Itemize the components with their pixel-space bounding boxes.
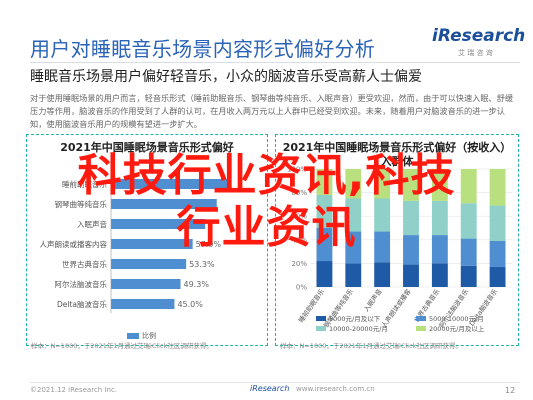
stacked-bar-segment <box>345 198 362 232</box>
stacked-bar-segment <box>374 169 391 199</box>
logo-wordmark: iResearch <box>432 26 526 46</box>
page-title: 用户对睡眠音乐场景内容形式偏好分析 <box>30 37 376 61</box>
bar-value-label: 45.0% <box>177 300 203 309</box>
bar <box>111 199 217 209</box>
bar-value-label: 49.3% <box>184 280 210 289</box>
stacked-bar-segment <box>374 262 391 287</box>
stacked-bar-segment <box>316 228 333 262</box>
bar-category-label: 钢琴曲等纯音乐 <box>55 199 108 209</box>
watermark-line-2: 行业资讯 <box>176 202 357 253</box>
logo-subtitle: 艾 瑞 咨 询 <box>458 49 493 57</box>
stacked-bar-segment <box>489 169 506 206</box>
stacked-bar-segment <box>431 235 448 264</box>
stacked-bar-segment <box>403 200 419 236</box>
left-chart-panel: 2021年中国睡眠场景音乐形式偏好 睡前助眠音乐 钢琴曲等纯音乐入眠声音人声朗读或… <box>26 134 268 350</box>
x-category-label: 人声朗读或播客 <box>379 287 413 330</box>
footer-logo-text: iResearch <box>250 384 290 393</box>
iresearch-logo: iResearch 艾 瑞 咨 询 <box>432 26 525 66</box>
bar <box>111 299 175 309</box>
stacked-bar-segment <box>431 200 448 236</box>
stacked-bar-segment <box>489 240 506 267</box>
bar-category-label: 阿尔法脑波音乐 <box>55 279 108 289</box>
right-chart-panel: 2021年中国睡眠场景音乐形式偏好（按收入） 入群体 0% 20% 40% 60% 80… <box>275 134 519 350</box>
legend-label: 5000-10000元/月 <box>429 315 484 323</box>
header-divider <box>30 62 520 63</box>
footer-logo: iResearch www.iresearch.com.cn <box>250 384 375 393</box>
stacked-bar-segment <box>345 263 362 287</box>
left-chart-legend: 比例 <box>127 331 156 341</box>
legend-label: 10000-20000元/月 <box>329 325 388 333</box>
bar <box>111 179 230 189</box>
stacked-bar-segment <box>316 261 333 287</box>
stacked-bar-segment <box>374 231 391 263</box>
legend-label: 5000元/月及以下 <box>329 315 381 323</box>
y-tick-label: 80% <box>291 189 307 197</box>
footer-url: www.iresearch.com.cn <box>296 385 375 393</box>
page-subtitle: 睡眠音乐场景用户偏好轻音乐，小众的脑波音乐受高薪人士偏爱 <box>30 69 422 85</box>
footer-divider <box>30 382 520 383</box>
legend-label: 比例 <box>142 332 156 340</box>
stacked-bar-segment <box>460 203 477 239</box>
stacked-bar-segment <box>431 169 448 201</box>
right-chart-title: 2021年中国睡眠场景音乐形式偏好（按收入） <box>282 141 512 154</box>
stacked-bar-segment <box>374 198 391 232</box>
x-category-label: 入眠声音 <box>361 287 384 314</box>
stacked-bar-segment <box>403 169 419 201</box>
stacked-bar-segment <box>460 265 477 287</box>
y-tick-label: 100% <box>287 166 307 174</box>
left-chart-note: 样本：N=1000，于2021年1月通过艾瑞iClick社区调研获得。 <box>31 342 213 350</box>
right-chart-title-line2: 入群体 <box>380 155 414 168</box>
bar <box>111 279 181 289</box>
legend-swatch <box>316 316 326 321</box>
bar-category-label: 入眠声音 <box>77 219 107 229</box>
stacked-bar-segment <box>431 263 448 287</box>
legend-swatch <box>127 333 139 339</box>
bar-value-label: 57.9% <box>196 240 222 249</box>
bar-value-label: 53.3% <box>189 260 215 269</box>
bar <box>111 239 193 249</box>
stacked-bar-segment <box>460 238 477 266</box>
legend-swatch <box>416 316 426 321</box>
stacked-bar-segment <box>489 266 506 287</box>
bar <box>111 219 206 229</box>
bar-category-label: Delta脑波音乐 <box>57 299 108 309</box>
bar-category-label: 世界古典音乐 <box>62 259 107 269</box>
stacked-bar-segment <box>316 169 333 195</box>
watermark-line-1: 科技行业资讯,科技 <box>77 150 456 201</box>
right-chart-note: 样本：N=1000，于2021年1月通过艾瑞iClick社区调研获得。 <box>280 342 462 350</box>
stacked-bar-segment <box>403 235 419 265</box>
y-tick-label: 60% <box>291 213 307 221</box>
stacked-bar-segment <box>489 205 506 241</box>
page-description: 对于使用睡眠场景的用户而言，轻音乐形式（睡前助眠音乐、钢琴曲等纯音乐、入眠声音）… <box>30 93 514 129</box>
legend-label: 20000元/月及以上 <box>429 324 485 333</box>
page-number: 12 <box>505 386 516 395</box>
left-chart-title: 2021年中国睡眠场景音乐形式偏好 <box>60 141 234 154</box>
bar <box>111 259 187 269</box>
bar-category-label: 睡前助眠音乐 <box>62 179 107 189</box>
stacked-bar-segment <box>403 264 419 287</box>
legend-swatch <box>316 326 326 331</box>
footer-copyright: ©2021.12 iResearch Inc. <box>30 386 118 394</box>
bar-category-label: 人声朗读或播客内容 <box>40 239 108 249</box>
stacked-bar-segment <box>460 169 477 204</box>
legend-swatch <box>416 326 426 331</box>
y-tick-label: 0% <box>296 284 307 292</box>
watermark-text: 科技行业资讯,科技 行业资讯 <box>0 150 533 254</box>
y-tick-label: 40% <box>291 236 307 244</box>
stacked-bar-segment <box>345 231 362 264</box>
stacked-bar-segment <box>316 194 333 228</box>
y-tick-label: 20% <box>291 260 307 268</box>
stacked-bar-segment <box>345 169 362 199</box>
